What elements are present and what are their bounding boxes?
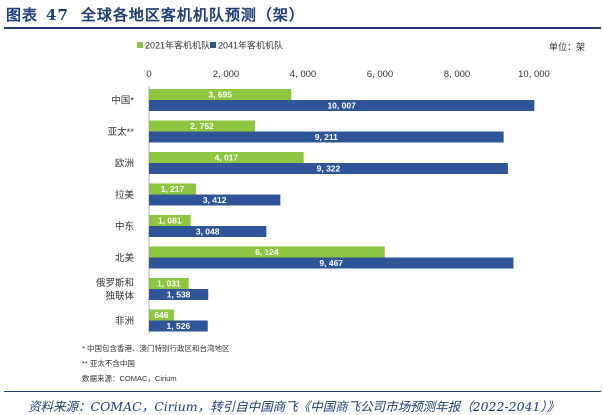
bar-2021 — [149, 152, 304, 163]
bar-value-label: 1, 217 — [161, 184, 185, 194]
category-label: 北美 — [115, 252, 135, 264]
bar-2041 — [149, 257, 514, 269]
legend-label-1: 2021年客机机队 — [145, 40, 210, 51]
category-label: 拉美 — [115, 189, 135, 201]
bar-value-label: 1, 526 — [167, 321, 191, 331]
legend-swatch-2 — [210, 42, 216, 48]
figure-number: 47 — [46, 6, 69, 24]
bar-value-label: 3, 048 — [196, 226, 220, 236]
bar-value-label: 6, 124 — [255, 247, 279, 257]
x-tick-label: 0 — [146, 69, 151, 80]
category-label: 独联体 — [105, 290, 134, 302]
bar-value-label: 2, 752 — [190, 121, 214, 131]
x-tick-label: 10, 000 — [518, 69, 550, 80]
category-label: 非洲 — [115, 315, 134, 327]
x-tick-label: 2, 000 — [213, 69, 239, 80]
bar-value-label: 9, 467 — [319, 258, 343, 268]
title-rule — [4, 27, 601, 29]
unit-label: 单位：架 — [548, 42, 585, 52]
bar-2041 — [149, 100, 535, 111]
bar-2021 — [149, 309, 174, 321]
x-tick-label: 4, 000 — [290, 69, 316, 80]
source-line: 资料来源：COMAC，Cirium，转引自中国商飞《中国商飞公司市场预测年报（2… — [28, 399, 560, 414]
bar-value-label: 1, 538 — [167, 289, 191, 299]
figure-label: 图表 — [6, 6, 39, 24]
bar-2021 — [149, 120, 255, 132]
category-label: 中国* — [111, 95, 134, 107]
bar-2021 — [149, 89, 292, 100]
category-label: 亚太** — [108, 126, 135, 138]
bar-2041 — [149, 320, 208, 332]
x-tick-label: 8, 000 — [444, 69, 470, 80]
bar-value-label: 4, 017 — [215, 152, 239, 162]
bar-2041 — [149, 226, 267, 237]
category-label: 俄罗斯和 — [96, 277, 134, 289]
category-label: 欧洲 — [115, 158, 134, 170]
figure-title-text: 全球各地区客机机队预测（架） — [80, 6, 305, 24]
note-data-source: 数据来源：COMAC，Cirium — [82, 374, 177, 383]
bar-2041 — [149, 163, 508, 174]
bar-2021 — [149, 278, 189, 289]
bar-2021 — [149, 215, 191, 226]
bar-value-label: 9, 211 — [315, 132, 338, 142]
note-china: * 中国包含香港、澳门特别行政区和台湾地区 — [82, 344, 230, 353]
bar-value-label: 1, 031 — [157, 278, 181, 288]
bar-2021 — [149, 246, 385, 258]
bar-value-label: 10, 007 — [327, 100, 356, 110]
bar-chart: 2021年客机机队 2041年客机机队 0 2, 000 4, 000 6, 000 8, … — [96, 40, 550, 334]
bar-2041 — [149, 194, 281, 206]
category-label: 中东 — [115, 221, 134, 233]
note-asia-pacific: ** 亚太不含中国 — [82, 359, 135, 368]
bar-value-label: 1, 081 — [158, 215, 182, 225]
x-tick-label: 6, 000 — [367, 69, 393, 80]
bottom-rule — [4, 391, 601, 392]
bar-value-label: 9, 322 — [317, 163, 341, 173]
bar-2041 — [149, 289, 209, 300]
bar-value-label: 3, 695 — [208, 89, 232, 99]
figure-title: 图表 47 全球各地区客机机队预测（架） — [6, 4, 305, 25]
legend-swatch-1 — [137, 42, 143, 48]
bar-value-label: 3, 412 — [203, 195, 227, 205]
legend-label-2: 2041年客机机队 — [218, 40, 283, 51]
bar-value-label: 646 — [154, 310, 168, 320]
bar-2021 — [149, 183, 196, 195]
bar-2041 — [149, 131, 504, 143]
